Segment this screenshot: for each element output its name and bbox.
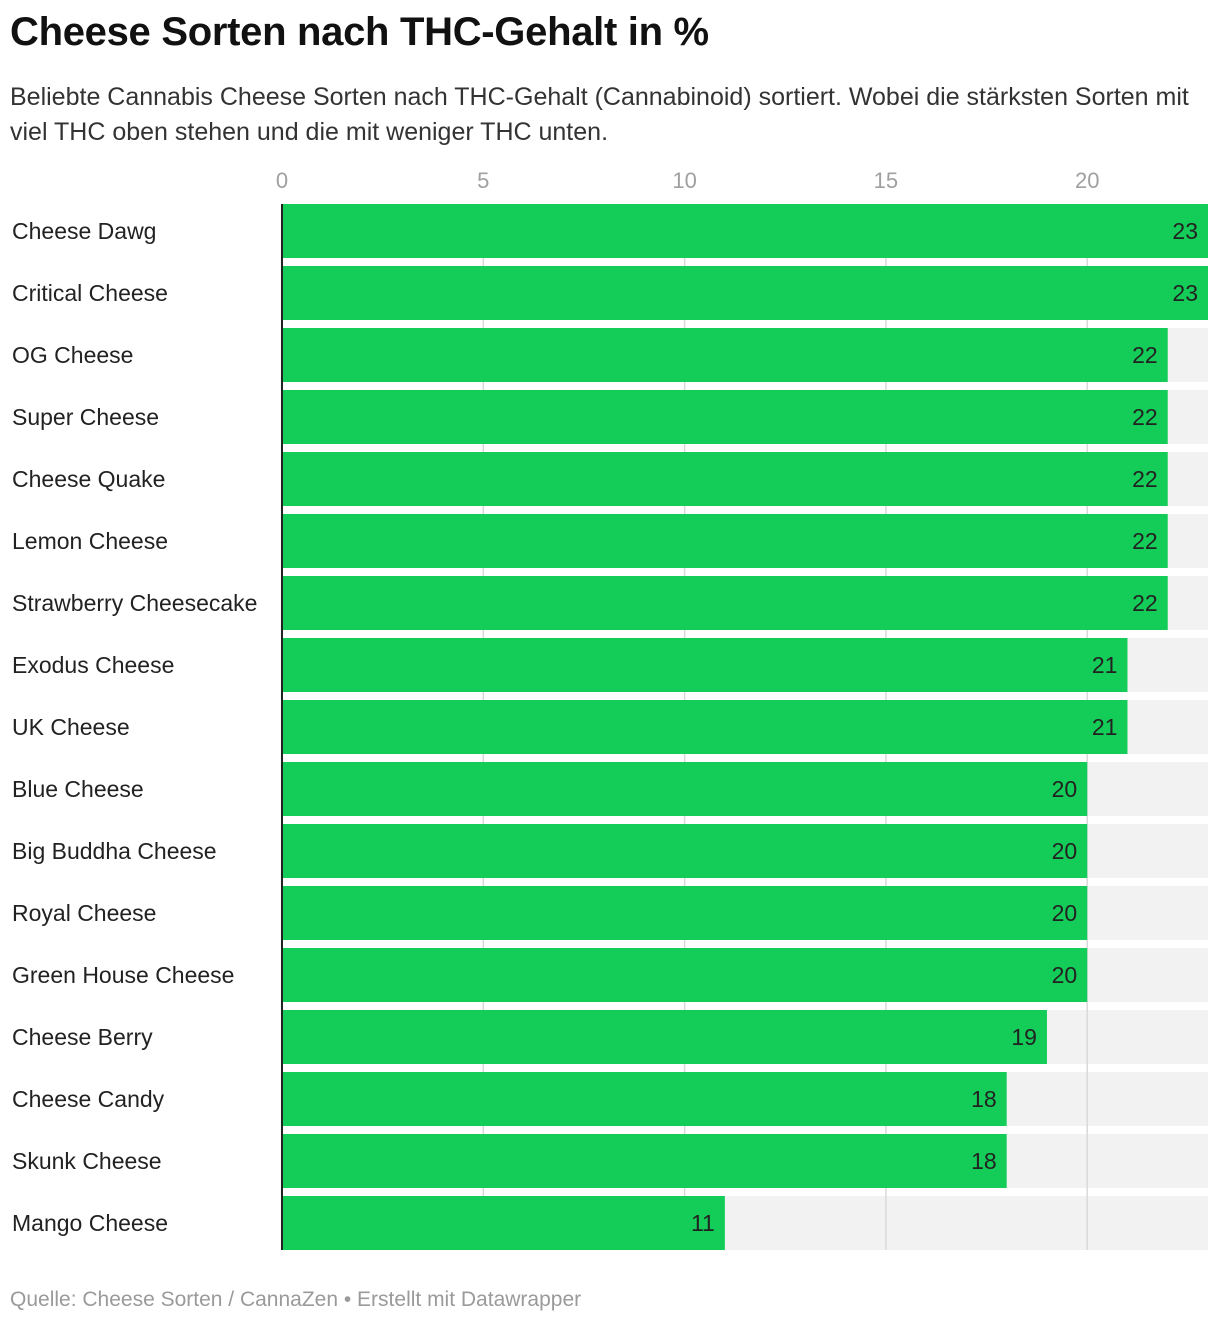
bar (282, 700, 1128, 754)
value-label: 20 (1052, 776, 1078, 802)
category-label: Critical Cheese (12, 280, 168, 306)
category-label: Lemon Cheese (12, 528, 168, 554)
value-labels: 23 23 22 22 22 22 22 21 21 20 20 20 20 19 18 18 11 (691, 218, 1198, 1236)
bar (282, 204, 1208, 258)
category-label: Cheese Candy (12, 1086, 165, 1112)
bar (282, 514, 1168, 568)
bar (282, 1072, 1007, 1126)
bar (282, 1196, 725, 1250)
x-tick-label: 20 (1075, 168, 1099, 193)
value-label: 22 (1132, 404, 1158, 430)
value-label: 21 (1092, 652, 1118, 678)
value-label: 11 (691, 1210, 715, 1236)
value-label: 18 (971, 1086, 997, 1112)
value-label: 19 (1011, 1024, 1037, 1050)
value-label: 22 (1132, 466, 1158, 492)
value-label: 23 (1172, 280, 1198, 306)
value-label: 22 (1132, 528, 1158, 554)
category-label: Green House Cheese (12, 962, 234, 988)
value-label: 22 (1132, 342, 1158, 368)
category-label: Royal Cheese (12, 900, 156, 926)
value-label: 23 (1172, 218, 1198, 244)
x-axis-ticks: 0 5 10 15 20 (276, 168, 1100, 193)
bars (282, 204, 1208, 1250)
x-tick-label: 5 (477, 168, 489, 193)
bar-chart: 0 5 10 15 20 Cheese Dawg Critical Cheese OG Ch… (12, 168, 1208, 1250)
category-label: Mango Cheese (12, 1210, 168, 1236)
value-label: 22 (1132, 590, 1158, 616)
bar (282, 1010, 1047, 1064)
category-label: Cheese Quake (12, 466, 165, 492)
source-footer: Quelle: Cheese Sorten / CannaZen • Erste… (10, 1288, 582, 1311)
category-label: OG Cheese (12, 342, 133, 368)
bar (282, 390, 1168, 444)
value-label: 20 (1052, 900, 1078, 926)
category-label: Cheese Dawg (12, 218, 156, 244)
x-tick-label: 0 (276, 168, 288, 193)
category-label: UK Cheese (12, 714, 130, 740)
x-tick-label: 10 (672, 168, 696, 193)
chart-title: Cheese Sorten nach THC-Gehalt in % (10, 10, 709, 54)
bar (282, 886, 1088, 940)
bar (282, 576, 1168, 630)
category-label: Big Buddha Cheese (12, 838, 217, 864)
category-label: Exodus Cheese (12, 652, 174, 678)
value-label: 18 (971, 1148, 997, 1174)
bar (282, 638, 1128, 692)
bar (282, 824, 1088, 878)
value-label: 20 (1052, 962, 1078, 988)
category-label: Cheese Berry (12, 1024, 153, 1050)
category-label: Strawberry Cheesecake (12, 590, 257, 616)
category-label: Super Cheese (12, 404, 159, 430)
category-label: Skunk Cheese (12, 1148, 162, 1174)
bar (282, 452, 1168, 506)
value-label: 21 (1092, 714, 1118, 740)
bar (282, 1134, 1007, 1188)
bar (282, 328, 1168, 382)
x-tick-label: 15 (874, 168, 898, 193)
bar (282, 762, 1088, 816)
category-label: Blue Cheese (12, 776, 144, 802)
bar (282, 948, 1088, 1002)
value-label: 20 (1052, 838, 1078, 864)
bar (282, 266, 1208, 320)
category-labels: Cheese Dawg Critical Cheese OG Cheese Super… (12, 218, 257, 1236)
chart-subtitle: Beliebte Cannabis Cheese Sorten nach THC… (10, 83, 1189, 146)
